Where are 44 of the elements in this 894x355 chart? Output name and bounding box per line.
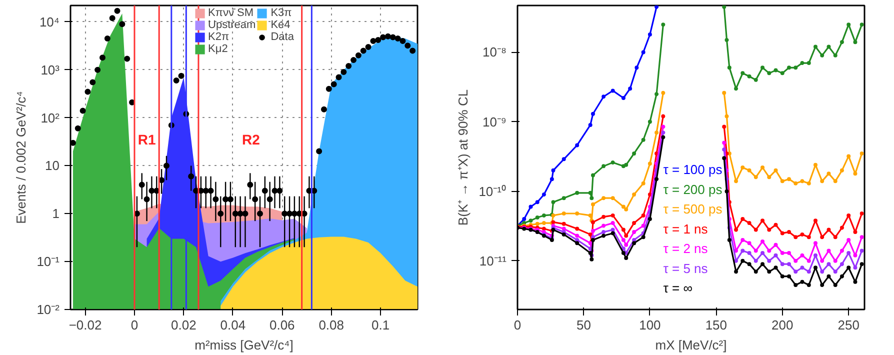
y-tick-label: 10⁻⁸ <box>482 44 507 60</box>
y-tick-label: 10⁻⁹ <box>482 114 507 130</box>
series-label: τ = 1 ns <box>663 221 708 236</box>
x-tick-label: 100 <box>639 318 661 332</box>
x-tick-label: 0.06 <box>269 318 295 332</box>
legend-label: Data <box>270 31 294 43</box>
x-tick-label: 0.04 <box>220 318 246 332</box>
text: τ = 200 ps <box>663 182 723 197</box>
y-tick-label: 10⁻¹¹ <box>479 253 508 268</box>
x-axis-title: mX [MeV/c²] <box>655 338 727 352</box>
text: τ = 100 ps <box>663 162 723 178</box>
y-tick-label: 10⁻² <box>36 302 60 317</box>
x-tick-label: 250 <box>838 318 860 332</box>
x-tick-label: −0.02 <box>68 318 102 332</box>
y-tick-label: 10⁴ <box>39 14 60 30</box>
legend-label: Kπνν̄ SM <box>208 7 254 19</box>
x-tick-label: 50 <box>576 318 591 332</box>
x-tick-label: 200 <box>772 318 794 332</box>
x-tick-label: 150 <box>705 318 728 332</box>
y-tick-label: 10 <box>45 158 60 174</box>
y-tick-label: 1 <box>52 206 60 222</box>
text: τ = 5 ns <box>663 260 708 276</box>
x-tick-label: 0.02 <box>171 318 196 332</box>
y-axis-title: Events / 0.002 GeV²/c⁴ <box>14 91 29 224</box>
y-tick-label: 10² <box>40 110 60 126</box>
legend-label: Ke4 <box>270 19 291 31</box>
annotation: R1 <box>138 131 156 148</box>
legend-label: K2π <box>208 31 230 43</box>
y-tick-label: 10⁻¹⁰ <box>478 184 507 199</box>
text: τ = ∞ <box>663 280 692 296</box>
y-tick-label: 10³ <box>40 62 60 78</box>
series-label: τ = 2 ns <box>663 241 708 256</box>
annotation: R2 <box>242 131 260 148</box>
x-tick-label: 0.1 <box>372 318 390 332</box>
legend-label: K3π <box>270 7 292 19</box>
x-tick-label: 0 <box>130 318 138 332</box>
x-tick-label: 0 <box>514 318 522 332</box>
y-tick-label: 10⁻¹ <box>36 254 60 270</box>
x-tick-label: 0.08 <box>318 318 344 332</box>
x-axis-title: m²miss [GeV²/c⁴] <box>194 338 294 352</box>
y-axis-title: B(K⁺ → π⁺X) at 90% CL <box>456 89 471 226</box>
legend-label: Upstream <box>208 19 256 31</box>
series-label: τ = 500 ps <box>663 202 723 217</box>
legend-label: Kμ2 <box>208 43 228 55</box>
